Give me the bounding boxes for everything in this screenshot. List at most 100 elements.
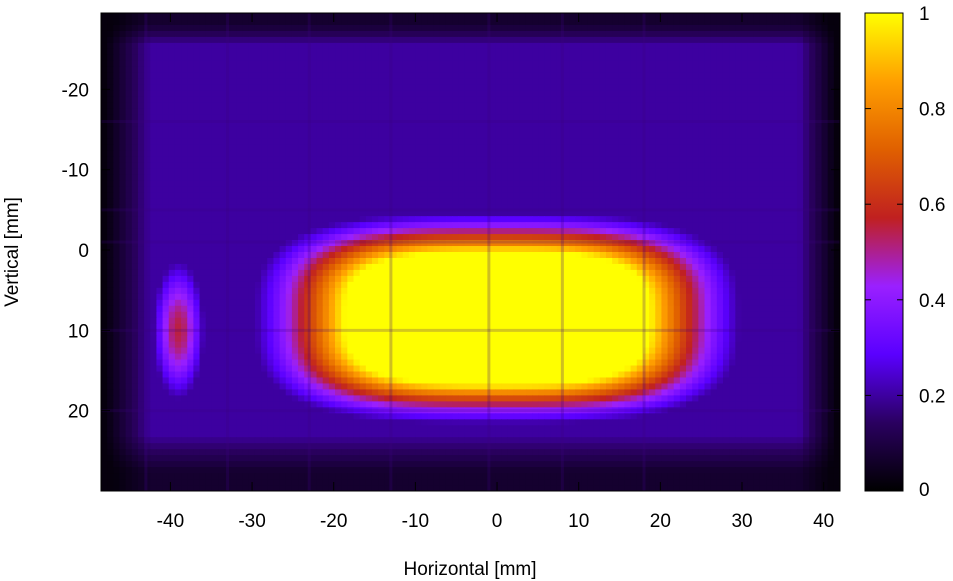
heatmap-cell — [538, 18, 545, 26]
heatmap-cell — [384, 210, 392, 217]
heatmap-cell — [827, 186, 835, 193]
heatmap-cell — [174, 186, 182, 193]
heatmap-cell — [261, 126, 268, 134]
heatmap-cell — [150, 54, 158, 62]
heatmap-cell — [569, 198, 576, 205]
heatmap-cell — [464, 120, 472, 128]
heatmap-cell — [427, 126, 435, 134]
heatmap-cell — [199, 150, 207, 157]
heatmap-cell — [815, 36, 823, 44]
heatmap-cell — [101, 78, 108, 86]
heatmap-cell — [704, 150, 712, 157]
heatmap-cell — [538, 150, 545, 157]
heatmap-cell — [341, 42, 348, 50]
heatmap-cell — [667, 13, 675, 20]
heatmap-cell — [421, 96, 428, 104]
heatmap-cell — [790, 150, 798, 157]
heatmap-cell — [378, 13, 385, 20]
heatmap-cell — [137, 186, 145, 193]
heatmap-cell — [544, 36, 552, 44]
heatmap-cell — [458, 156, 465, 163]
heatmap-cell — [174, 90, 182, 98]
heatmap-cell — [107, 13, 114, 20]
heatmap-cell — [254, 96, 262, 104]
heatmap-cell — [753, 90, 761, 98]
heatmap-cell — [482, 138, 490, 146]
heatmap-cell — [655, 198, 663, 205]
heatmap-cell — [421, 252, 428, 259]
heatmap-cell — [532, 102, 539, 110]
heatmap-cell — [710, 96, 718, 104]
heatmap-cell — [359, 228, 367, 235]
heatmap-cell — [624, 132, 632, 140]
heatmap-cell — [753, 78, 761, 86]
heatmap-cell — [101, 36, 108, 44]
heatmap-cell — [402, 24, 410, 32]
heatmap-cell — [470, 174, 478, 181]
heatmap-cell — [162, 60, 170, 68]
heatmap-cell — [279, 84, 287, 92]
heatmap-cell — [371, 96, 379, 104]
heatmap-cell — [470, 96, 478, 104]
heatmap-cell — [772, 210, 780, 217]
heatmap-cell — [507, 240, 515, 247]
heatmap-cell — [655, 24, 663, 32]
heatmap-cell — [649, 192, 656, 199]
heatmap-cell — [766, 246, 773, 253]
heatmap-cell — [501, 138, 509, 146]
heatmap-cell — [211, 234, 219, 241]
heatmap-cell — [532, 138, 539, 146]
heatmap-cell — [735, 72, 743, 80]
heatmap-cell — [144, 246, 151, 253]
heatmap-cell — [507, 24, 515, 32]
heatmap-cell — [507, 150, 515, 157]
heatmap-cell — [710, 120, 718, 128]
heatmap-cell — [747, 168, 755, 175]
heatmap-cell — [519, 120, 527, 128]
heatmap-cell — [359, 198, 367, 205]
heatmap-cell — [532, 90, 539, 98]
heatmap-cell — [618, 252, 626, 259]
heatmap-cell — [482, 60, 490, 68]
heatmap-cell — [686, 114, 693, 122]
heatmap-cell — [445, 240, 453, 247]
heatmap-cell — [673, 168, 681, 175]
heatmap-cell — [710, 48, 718, 56]
heatmap-cell — [353, 78, 361, 86]
heatmap-cell — [267, 13, 275, 20]
heatmap-cell — [784, 42, 792, 50]
heatmap-cell — [415, 48, 422, 56]
heatmap-cell — [692, 66, 699, 74]
heatmap-cell — [421, 24, 428, 32]
heatmap-cell — [211, 120, 219, 128]
heatmap-cell — [390, 90, 398, 98]
heatmap-cell — [556, 257, 564, 265]
heatmap-cell — [347, 18, 355, 26]
heatmap-cell — [224, 66, 231, 74]
heatmap-cell — [698, 24, 706, 32]
heatmap-cell — [593, 180, 601, 187]
heatmap-cell — [642, 252, 650, 259]
heatmap-cell — [224, 120, 231, 128]
heatmap-cell — [692, 156, 699, 163]
heatmap-cell — [427, 42, 435, 50]
heatmap-cell — [661, 84, 669, 92]
heatmap-cell — [285, 120, 293, 128]
heatmap-cell — [575, 60, 582, 68]
heatmap-cell — [778, 246, 786, 253]
heatmap-cell — [445, 246, 453, 253]
heatmap-cell — [796, 168, 804, 175]
heatmap-cell — [181, 144, 188, 152]
heatmap-cell — [673, 102, 681, 110]
heatmap-cell — [796, 60, 804, 68]
heatmap-cell — [550, 228, 558, 235]
heatmap-cell — [476, 108, 484, 116]
heatmap-cell — [525, 210, 533, 217]
heatmap-cell — [833, 162, 840, 169]
heatmap-cell — [556, 234, 564, 241]
heatmap-cell — [131, 72, 139, 80]
heatmap-cell — [408, 78, 416, 86]
heatmap-cell — [415, 168, 422, 175]
heatmap-cell — [384, 13, 392, 20]
heatmap-cell — [488, 102, 496, 110]
